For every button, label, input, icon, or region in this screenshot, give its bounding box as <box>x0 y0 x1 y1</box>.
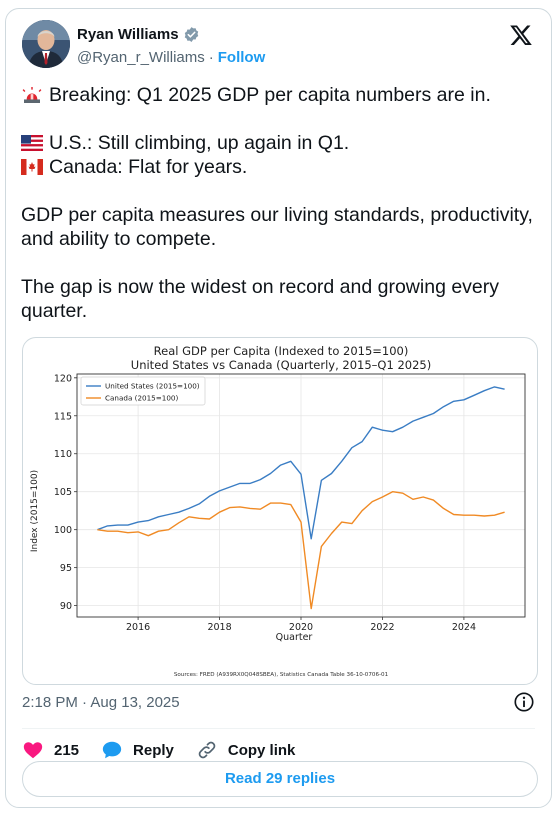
x-tick-label: 2018 <box>207 622 231 633</box>
avatar[interactable] <box>22 20 70 68</box>
reply-bubble-icon <box>102 741 122 759</box>
info-icon[interactable] <box>513 691 535 713</box>
tweet-text: Breaking: Q1 2025 GDP per capita numbers… <box>21 83 541 323</box>
tweet-line-gap: The gap is now the widest on record and … <box>21 276 505 322</box>
chart-title: Real GDP per Capita (Indexed to 2015=100… <box>154 344 409 358</box>
divider <box>22 728 535 729</box>
copy-link-button[interactable]: Copy link <box>196 739 296 761</box>
chart-source: Sources: FRED (A939RX0Q048SBEA), Statist… <box>174 672 389 678</box>
copy-link-label: Copy link <box>227 741 296 759</box>
legend-label: United States (2015=100) <box>105 382 200 391</box>
tweet-line-canada: Canada: Flat for years. <box>21 155 541 179</box>
heart-icon <box>23 742 43 759</box>
read-replies-button[interactable]: Read 29 replies <box>22 761 538 797</box>
x-logo-icon[interactable] <box>509 23 533 47</box>
y-tick-label: 100 <box>54 525 72 536</box>
x-tick-label: 2024 <box>452 622 476 633</box>
reply-label: Reply <box>133 741 174 759</box>
x-tick-label: 2016 <box>126 622 150 633</box>
like-count: 215 <box>54 741 80 759</box>
tweet-line-definition: GDP per capita measures our living stand… <box>21 204 539 250</box>
siren-icon <box>22 87 42 103</box>
y-tick-label: 95 <box>60 563 72 574</box>
like-button[interactable]: 215 <box>22 739 79 761</box>
author-handle[interactable]: @Ryan_r_Williams <box>77 49 205 66</box>
y-tick-label: 115 <box>54 411 72 422</box>
tweet-line-us: U.S.: Still climbing, up again in Q1. <box>21 131 541 155</box>
y-axis-label: Index (2015=100) <box>30 470 40 552</box>
us-flag-icon <box>21 135 43 151</box>
author-name[interactable]: Ryan Williams <box>77 26 179 43</box>
us-series-line <box>97 386 505 540</box>
tweet-timestamp[interactable]: 2:18 PM · Aug 13, 2025 <box>22 694 180 711</box>
verified-badge-icon <box>184 27 198 42</box>
action-bar: 215 Reply Copy link <box>22 733 317 767</box>
legend-label: Canada (2015=100) <box>105 394 178 403</box>
y-tick-label: 90 <box>60 601 72 612</box>
tweet-line-breaking: Breaking: Q1 2025 GDP per capita numbers… <box>21 83 541 107</box>
gdp-chart: Real GDP per Capita (Indexed to 2015=100… <box>30 344 526 678</box>
chart-legend <box>80 376 206 406</box>
separator-dot: · <box>208 49 214 66</box>
avatar-image <box>22 20 70 68</box>
link-icon <box>198 741 216 759</box>
x-axis-label: Quarter <box>276 632 313 643</box>
y-tick-label: 120 <box>54 373 72 384</box>
canada-series-line <box>97 490 505 610</box>
tweet-card: Ryan Williams @Ryan_r_Williams · Follow … <box>5 8 552 808</box>
y-tick-label: 105 <box>54 487 72 498</box>
chart-image[interactable]: Real GDP per Capita (Indexed to 2015=100… <box>22 337 538 685</box>
x-tick-label: 2020 <box>289 622 313 633</box>
reply-button[interactable]: Reply <box>101 739 174 761</box>
chart-subtitle: United States vs Canada (Quarterly, 2015… <box>131 358 431 372</box>
follow-button[interactable]: Follow <box>217 49 266 66</box>
y-tick-label: 110 <box>54 449 72 460</box>
x-tick-label: 2022 <box>370 622 394 633</box>
canada-flag-icon <box>21 159 43 175</box>
